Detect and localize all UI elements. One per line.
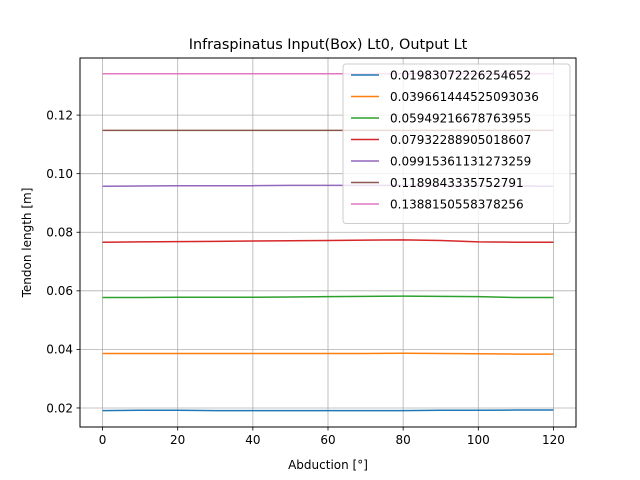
series-line-3 xyxy=(102,295,554,299)
y-axis-ticks: 0.02 0.04 0.06 0.08 0.10 0.12 xyxy=(46,108,80,415)
legend-label-4: 0.07932288905018607 xyxy=(390,133,531,147)
y-tick-label: 0.04 xyxy=(46,343,73,357)
x-tick-label: 100 xyxy=(467,433,490,447)
legend-label-1: 0.01983072226254652 xyxy=(390,68,531,82)
legend: 0.01983072226254652 0.039661444525093036 0… xyxy=(342,63,571,224)
y-tick-label: 0.08 xyxy=(46,226,73,240)
series-line-4 xyxy=(102,239,554,243)
x-tick-label: 0 xyxy=(99,433,107,447)
x-tick-label: 80 xyxy=(396,433,411,447)
legend-label-6: 0.1189843335752791 xyxy=(390,176,524,190)
legend-box xyxy=(342,63,571,224)
legend-label-5: 0.09915361131273259 xyxy=(390,154,531,168)
chart-title: Infraspinatus Input(Box) Lt0, Output Lt xyxy=(189,37,468,53)
y-tick-label: 0.06 xyxy=(46,284,73,298)
legend-label-2: 0.039661444525093036 xyxy=(390,90,539,104)
x-tick-label: 60 xyxy=(320,433,335,447)
x-tick-label: 40 xyxy=(245,433,260,447)
y-tick-label: 0.02 xyxy=(46,401,73,415)
x-tick-label: 20 xyxy=(170,433,185,447)
x-axis-label: Abduction [°] xyxy=(288,458,368,472)
series-line-2 xyxy=(102,352,554,355)
x-axis-ticks: 0 20 40 60 80 100 120 xyxy=(99,427,565,447)
x-tick-label: 120 xyxy=(542,433,565,447)
legend-label-7: 0.1388150558378256 xyxy=(390,197,524,211)
y-tick-label: 0.12 xyxy=(46,108,73,122)
legend-label-3: 0.05949216678763955 xyxy=(390,111,531,125)
series-line-1 xyxy=(102,409,554,412)
y-tick-label: 0.10 xyxy=(46,167,73,181)
y-axis-label: Tendon length [m] xyxy=(20,188,34,299)
